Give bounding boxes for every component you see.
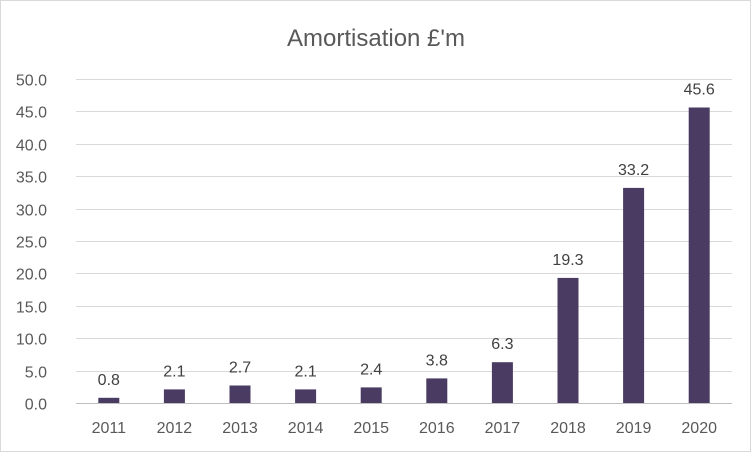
- data-label-2015: 2.4: [360, 361, 382, 378]
- data-label-2020: 45.6: [684, 82, 715, 99]
- bar-2011: [98, 397, 120, 403]
- y-tick-label: 45.0: [16, 105, 47, 122]
- data-label-2019: 33.2: [618, 162, 649, 179]
- y-tick-label: 20.0: [16, 267, 47, 284]
- bar-2016: [426, 378, 448, 403]
- y-tick-label: 5.0: [25, 365, 47, 382]
- bar-2015: [360, 387, 382, 403]
- data-labels: 0.8 2.1 2.7 2.1 2.4 3.8 6.3 19.3 33.2 45.6: [98, 82, 715, 389]
- data-label-2013: 2.7: [229, 360, 251, 377]
- gridlines: [76, 79, 732, 372]
- x-tick-label: 2014: [288, 420, 324, 437]
- data-label-2011: 0.8: [98, 372, 120, 389]
- x-tick-label: 2011: [92, 420, 127, 437]
- bar-2019: [623, 187, 645, 403]
- y-tick-label: 10.0: [16, 332, 47, 349]
- data-label-2016: 3.8: [426, 352, 448, 369]
- axes: 0.0 5.0 10.0 15.0 20.0 25.0 30.0 35.0 40.0 45.0 50…: [16, 73, 732, 437]
- y-tick-label: 25.0: [16, 235, 47, 252]
- data-label-2012: 2.1: [163, 363, 185, 380]
- y-tick-label: 30.0: [16, 203, 47, 220]
- bar-2020: [688, 107, 710, 403]
- bar-2013: [229, 385, 251, 403]
- x-tick-label: 2020: [681, 420, 717, 437]
- data-label-2014: 2.1: [294, 363, 316, 380]
- chart-title: Amortisation £'m: [287, 25, 465, 52]
- data-label-2017: 6.3: [491, 336, 513, 353]
- bars: [98, 107, 710, 403]
- x-tick-label: 2013: [222, 420, 258, 437]
- y-tick-label: 0.0: [25, 397, 47, 414]
- y-tick-label: 40.0: [16, 138, 47, 155]
- x-tick-label: 2016: [419, 420, 455, 437]
- bar-2017: [491, 362, 513, 403]
- data-label-2018: 19.3: [552, 252, 583, 269]
- bar-2012: [163, 389, 185, 403]
- x-tick-label: 2012: [157, 420, 193, 437]
- x-tick-label: 2019: [616, 420, 652, 437]
- x-tick-label: 2017: [485, 420, 521, 437]
- y-tick-label: 35.0: [16, 170, 47, 187]
- x-tick-label: 2015: [353, 420, 389, 437]
- x-tick-label: 2018: [550, 420, 586, 437]
- bar-2014: [295, 389, 317, 403]
- y-tick-label: 15.0: [16, 300, 47, 317]
- y-tick-label: 50.0: [16, 73, 47, 90]
- bar-2018: [557, 277, 579, 403]
